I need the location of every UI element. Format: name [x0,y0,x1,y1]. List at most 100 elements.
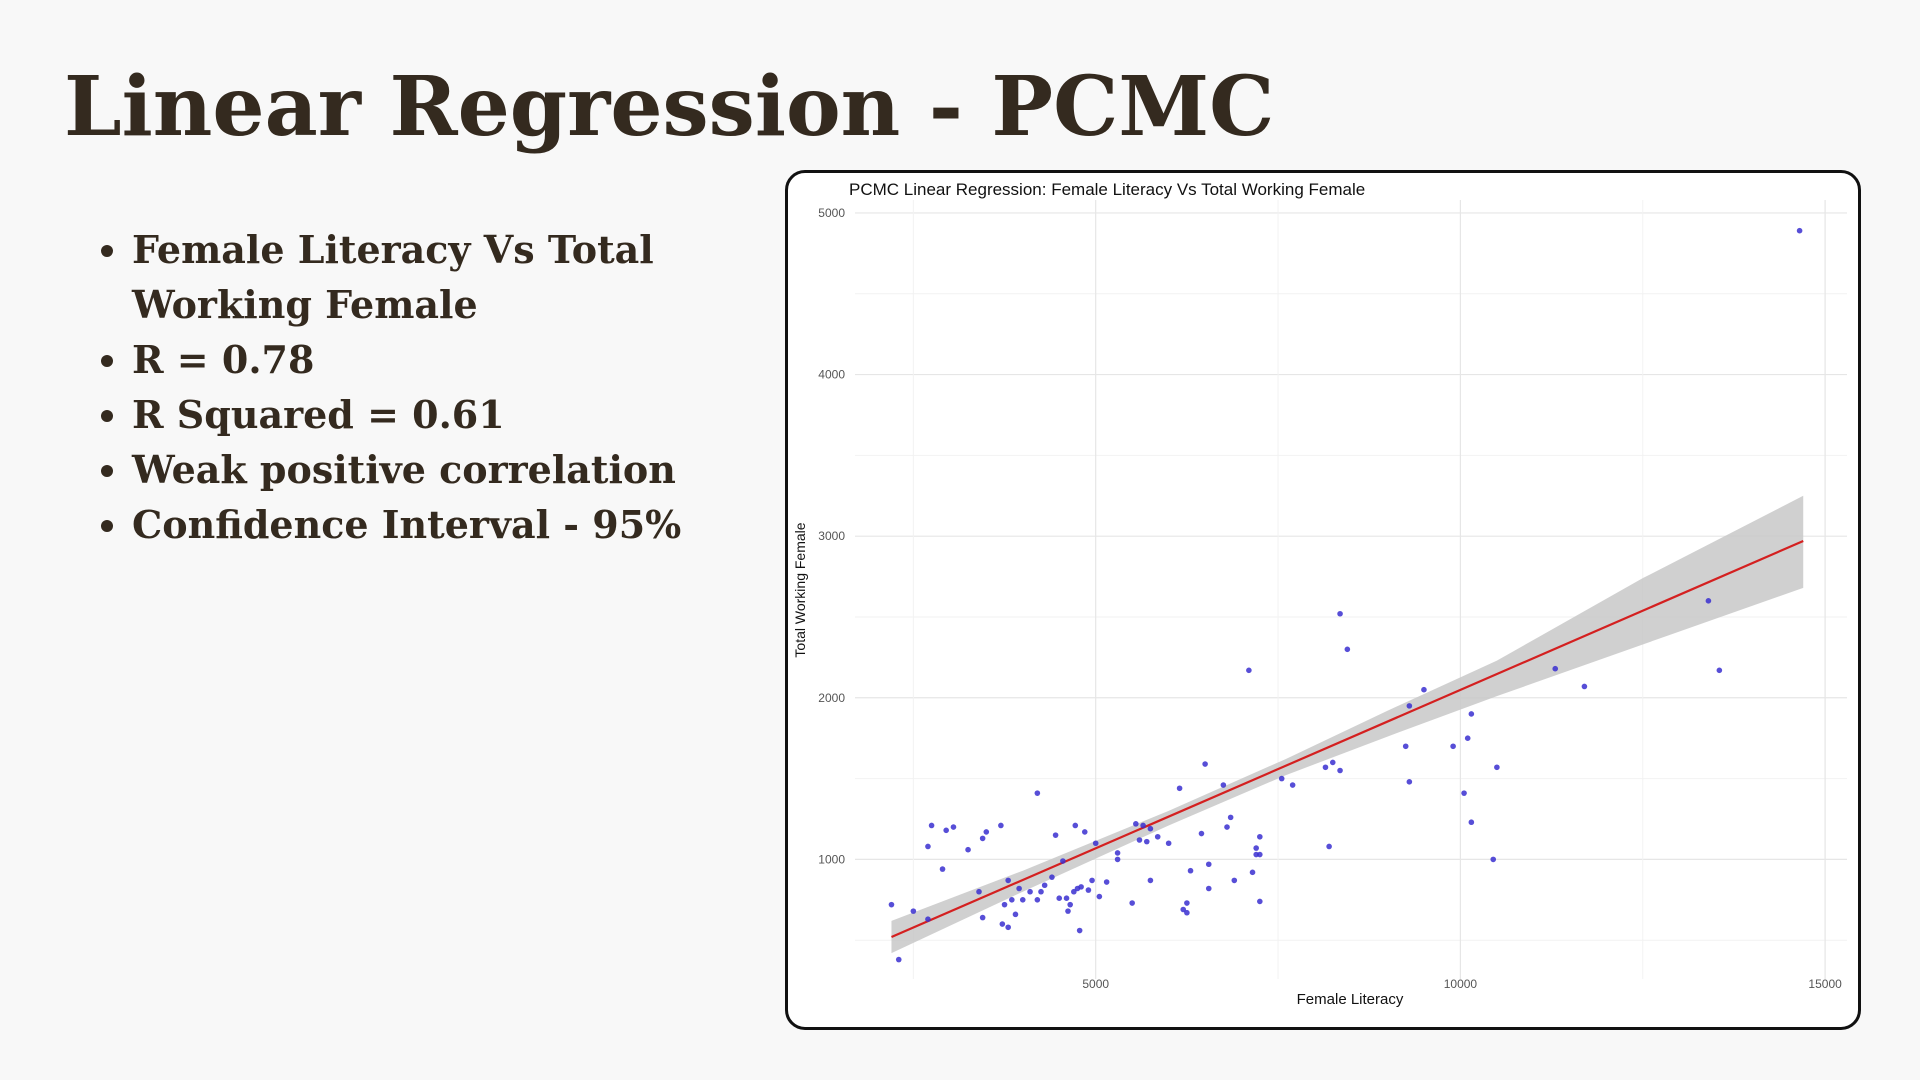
data-point [1184,900,1190,906]
x-axis-label: Female Literacy [1297,991,1404,1008]
data-point [1337,767,1343,774]
data-point [1038,888,1044,895]
x-tick-label: 15000 [1808,977,1842,991]
data-point [1027,888,1033,895]
data-point [1205,861,1212,868]
bullet-list: Female Literacy Vs Total Working Female … [64,222,704,552]
data-point [943,827,949,834]
data-point [1005,924,1011,931]
data-point [1165,840,1172,847]
data-point [1220,782,1227,788]
confidence-band [891,495,1804,954]
y-tick-label: 3000 [818,529,845,543]
data-point [979,914,986,921]
regression-line-layer [891,540,1804,938]
data-point [1034,790,1041,796]
data-point [1246,667,1252,674]
data-point [1063,895,1070,901]
data-point [928,822,935,829]
data-point [1009,897,1015,903]
data-point [1322,764,1329,771]
data-point [1461,790,1467,796]
data-point [1421,686,1427,693]
confidence-band-layer [891,495,1804,954]
data-point [1344,646,1351,653]
data-point [1078,884,1084,890]
data-point [1147,825,1154,832]
data-point [1096,893,1103,900]
data-point [1089,877,1095,884]
bullet-item: Weak positive correlation [132,442,704,497]
y-tick-label: 2000 [818,691,845,705]
data-point [979,835,986,842]
data-point [1140,822,1146,829]
data-point [1289,782,1296,788]
data-point [910,908,917,914]
data-point [925,843,931,850]
data-point [1041,882,1048,889]
data-point [999,921,1006,927]
data-point [1468,819,1475,826]
data-point [1402,743,1409,750]
data-point [1202,761,1208,767]
data-point [888,901,895,908]
data-point [1198,830,1205,837]
data-point [1231,877,1238,884]
data-point [1205,885,1212,892]
data-point [1184,909,1190,916]
data-point [1468,711,1475,717]
data-point [939,866,946,872]
data-point [1337,610,1343,617]
data-point [1227,814,1234,821]
x-tick-label: 5000 [1082,977,1109,991]
data-point [1705,598,1712,604]
data-point [925,916,931,923]
data-point [1056,895,1063,901]
data-point [1406,703,1413,709]
chart-frame: PCMC Linear Regression: Female Literacy … [785,170,1861,1030]
data-point [1796,227,1803,234]
regression-line [891,540,1804,938]
data-point [1147,877,1154,884]
data-point [1114,856,1121,863]
data-point [1136,837,1143,843]
data-point [1016,885,1022,892]
chart-title: PCMC Linear Regression: Female Literacy … [849,180,1365,199]
data-point [1081,829,1088,835]
data-point [1076,927,1083,934]
data-point [1049,874,1055,880]
data-point [983,829,990,835]
data-point [1103,879,1110,885]
y-tick-label: 5000 [818,206,845,220]
grid [855,200,1847,979]
data-point [1224,824,1230,830]
data-point [1278,775,1285,782]
y-tick-label: 4000 [818,368,845,382]
data-point [1085,887,1092,893]
data-point [1176,785,1183,792]
data-point [1005,877,1011,884]
data-point [1114,850,1121,856]
data-point [1067,901,1073,908]
data-point [1071,888,1077,895]
data-point [1065,908,1071,914]
data-point [1552,665,1559,672]
data-point [1154,833,1161,840]
data-point [1257,833,1263,840]
data-point [1257,851,1263,858]
data-point [1133,821,1139,827]
data-point [1072,822,1079,829]
data-point [1494,764,1500,771]
data-point [1329,759,1336,766]
data-point [1180,906,1187,913]
data-point [1326,843,1332,850]
data-point [1001,901,1008,908]
data-point [1052,832,1059,838]
data-point [895,956,902,963]
data-point [1060,858,1066,864]
bullet-item: R = 0.78 [132,332,704,387]
y-tick-label: 1000 [818,852,845,866]
data-point [998,822,1004,829]
data-point [1092,840,1099,847]
data-point [1716,667,1723,674]
